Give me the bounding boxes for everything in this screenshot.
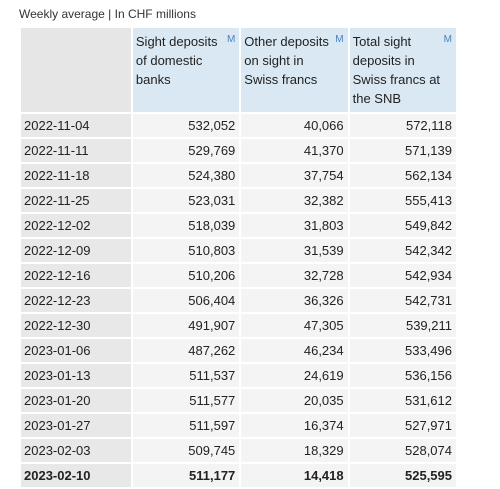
row-date: 2022-12-23	[21, 289, 131, 312]
column-header: Total sight deposits in Swiss francs at …	[349, 28, 456, 112]
row-date: 2022-11-25	[21, 189, 131, 212]
table-row: 2022-12-16 510,206 32,728 542,934	[21, 264, 456, 287]
table-row: 2022-12-23 506,404 36,326 542,731	[21, 289, 456, 312]
sight-deposits-table: Sight deposits of domestic banks M Other…	[19, 26, 458, 489]
table-cell: 531,612	[349, 389, 456, 412]
table-row: 2023-01-27 511,597 16,374 527,971	[21, 414, 456, 437]
table-cell: 533,496	[349, 339, 456, 362]
table-row: 2022-11-04 532,052 40,066 572,118	[21, 114, 456, 137]
metadata-link-icon[interactable]: M	[335, 34, 344, 45]
table-body: 2022-11-04 532,052 40,066 572,118 2022-11-11…	[21, 114, 456, 487]
table-cell: 549,842	[349, 214, 456, 237]
table-row: 2022-12-09 510,803 31,539 542,342	[21, 239, 456, 262]
row-date: 2023-02-03	[21, 439, 131, 462]
table-cell: 511,177	[132, 464, 240, 487]
table-cell: 536,156	[349, 364, 456, 387]
table-cell: 18,329	[241, 439, 348, 462]
table-cell: 31,803	[241, 214, 348, 237]
row-date: 2022-11-18	[21, 164, 131, 187]
column-header: Sight deposits of domestic banks M	[132, 28, 240, 112]
table-cell: 511,577	[132, 389, 240, 412]
table-cell: 32,382	[241, 189, 348, 212]
table-row: 2022-12-02 518,039 31,803 549,842	[21, 214, 456, 237]
table-cell: 46,234	[241, 339, 348, 362]
table-row: 2023-01-20 511,577 20,035 531,612	[21, 389, 456, 412]
table-cell: 510,803	[132, 239, 240, 262]
row-date: 2023-01-13	[21, 364, 131, 387]
table-row: 2022-11-11 529,769 41,370 571,139	[21, 139, 456, 162]
table-row: 2023-01-13 511,537 24,619 536,156	[21, 364, 456, 387]
table-cell: 532,052	[132, 114, 240, 137]
table-cell: 518,039	[132, 214, 240, 237]
row-date: 2022-12-16	[21, 264, 131, 287]
row-date: 2022-12-02	[21, 214, 131, 237]
table-cell: 555,413	[349, 189, 456, 212]
row-date: 2022-11-04	[21, 114, 131, 137]
table-cell: 40,066	[241, 114, 348, 137]
row-date: 2022-12-30	[21, 314, 131, 337]
table-cell: 32,728	[241, 264, 348, 287]
row-date: 2023-02-10	[21, 464, 131, 487]
table-row: 2023-02-10 511,177 14,418 525,595	[21, 464, 456, 487]
column-header-label: Other deposits on sight in Swiss francs	[244, 34, 329, 87]
row-date: 2022-12-09	[21, 239, 131, 262]
row-date: 2023-01-20	[21, 389, 131, 412]
table-cell: 523,031	[132, 189, 240, 212]
corner-cell	[21, 28, 131, 112]
table-cell: 14,418	[241, 464, 348, 487]
metadata-link-icon[interactable]: M	[226, 34, 236, 45]
table-cell: 491,907	[132, 314, 240, 337]
table-cell: 571,139	[349, 139, 456, 162]
table-row: 2022-11-18 524,380 37,754 562,134	[21, 164, 456, 187]
table-row: 2022-12-30 491,907 47,305 539,211	[21, 314, 456, 337]
table-cell: 529,769	[132, 139, 240, 162]
column-header-label: Sight deposits of domestic banks	[135, 34, 218, 87]
row-date: 2023-01-27	[21, 414, 131, 437]
table-row: 2023-02-03 509,745 18,329 528,074	[21, 439, 456, 462]
table-cell: 16,374	[241, 414, 348, 437]
table-cell: 20,035	[241, 389, 348, 412]
row-date: 2022-11-11	[21, 139, 131, 162]
table-cell: 511,597	[132, 414, 240, 437]
table-cell: 542,342	[349, 239, 456, 262]
table-cell: 31,539	[241, 239, 348, 262]
table-cell: 509,745	[132, 439, 240, 462]
table-row: 2023-01-06 487,262 46,234 533,496	[21, 339, 456, 362]
table-cell: 510,206	[132, 264, 240, 287]
table-cell: 542,934	[349, 264, 456, 287]
table-cell: 487,262	[132, 339, 240, 362]
column-header-label: Total sight deposits in Swiss francs at …	[352, 34, 441, 106]
table-cell: 37,754	[241, 164, 348, 187]
table-cell: 525,595	[349, 464, 456, 487]
table-cell: 511,537	[132, 364, 240, 387]
table-cell: 24,619	[241, 364, 348, 387]
table-cell: 36,326	[241, 289, 348, 312]
table-cell: 41,370	[241, 139, 348, 162]
table-cell: 506,404	[132, 289, 240, 312]
table-cell: 47,305	[241, 314, 348, 337]
header-row: Sight deposits of domestic banks M Other…	[21, 28, 456, 112]
table-cell: 572,118	[349, 114, 456, 137]
table-row: 2022-11-25 523,031 32,382 555,413	[21, 189, 456, 212]
table-cell: 539,211	[349, 314, 456, 337]
table-caption: Weekly average | In CHF millions	[19, 7, 196, 21]
table-cell: 562,134	[349, 164, 456, 187]
table-cell: 524,380	[132, 164, 240, 187]
table-cell: 542,731	[349, 289, 456, 312]
row-date: 2023-01-06	[21, 339, 131, 362]
column-header: Other deposits on sight in Swiss francs …	[241, 28, 348, 112]
table-cell: 527,971	[349, 414, 456, 437]
table-cell: 528,074	[349, 439, 456, 462]
metadata-link-icon[interactable]: M	[443, 34, 452, 45]
